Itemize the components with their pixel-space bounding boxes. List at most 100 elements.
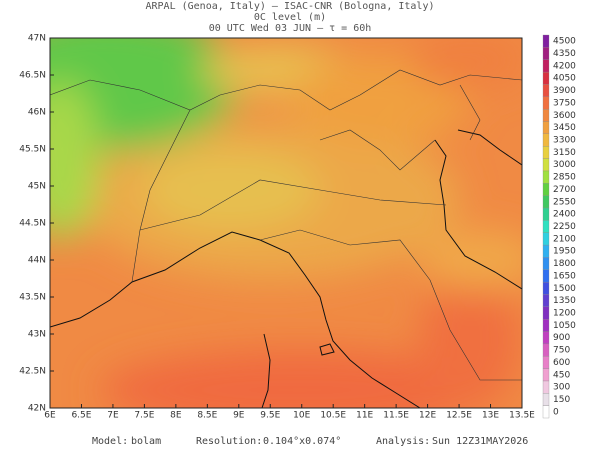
colorbar-label: 150 <box>553 395 570 405</box>
colorbar-label: 2400 <box>553 210 576 220</box>
colorbar-label: 1800 <box>553 259 576 269</box>
colorbar-swatch <box>542 368 550 382</box>
colorbar-label: 1050 <box>553 321 576 331</box>
footer-label: Analysis: <box>376 436 430 447</box>
footer-value: 0.104°x0.074° <box>263 436 341 447</box>
lat-label: 47N <box>28 34 46 44</box>
footer-label: Resolution: <box>196 436 262 447</box>
region-border <box>319 129 436 171</box>
colorbar-label: 3450 <box>553 123 576 133</box>
colorbar-swatch <box>542 393 550 406</box>
colorbar-swatch <box>542 244 550 258</box>
lat-label: 45N <box>28 182 46 192</box>
colorbar-swatch <box>542 232 550 246</box>
lat-label: 44.5N <box>19 219 46 229</box>
colorbar-label: 900 <box>553 333 570 343</box>
colorbar-swatch <box>542 257 550 270</box>
colorbar-swatch <box>542 356 550 369</box>
lon-label: 8E <box>170 411 182 421</box>
colorbar-swatch <box>542 306 550 320</box>
colorbar-swatch <box>542 331 550 345</box>
colorbar-swatch <box>542 133 550 147</box>
colorbar-swatch <box>542 84 550 97</box>
colorbar-label: 1350 <box>553 296 576 306</box>
footer-label: Model: <box>92 436 128 447</box>
lon-label: 7E <box>107 411 119 421</box>
colorbar-swatch <box>542 195 550 209</box>
colorbar-swatch <box>542 343 550 357</box>
colorbar-label: 3750 <box>553 98 576 108</box>
colorbar-swatch <box>542 34 550 48</box>
colorbar-label: 450 <box>553 370 570 380</box>
lon-label: 13E <box>482 411 499 421</box>
colorbar-swatch <box>542 146 550 159</box>
lon-label: 13.5E <box>509 411 535 421</box>
colorbar-swatch <box>542 207 550 221</box>
lat-label: 43N <box>28 330 46 340</box>
axis-labels: 47N 46.5N 46N 45.5N 45N 44.5N 44N 43.5N 43N 42.5N… <box>19 34 535 421</box>
lon-label: 7.5E <box>134 411 154 421</box>
colorbar-label: 3900 <box>553 86 576 96</box>
lon-label: 6.5E <box>71 411 91 421</box>
footer-value: Sun 12Z31MAY2026 <box>432 436 528 447</box>
colorbar-swatch <box>542 405 550 419</box>
colorbar-label: 4500 <box>553 37 576 47</box>
colorbar-label: 1950 <box>553 247 576 257</box>
footer-value: bolam <box>131 436 161 447</box>
colorbar-label: 750 <box>553 346 570 356</box>
colorbar-swatch <box>542 170 550 184</box>
colorbar-label: 4350 <box>553 49 576 59</box>
country-border <box>50 69 522 111</box>
header-line: ARPAL (Genoa, Italy) – ISAC-CNR (Bologna… <box>146 1 435 12</box>
colorbar-swatch <box>542 380 550 394</box>
header-line: 0C level (m) <box>254 12 326 23</box>
lon-label: 12.5E <box>446 411 472 421</box>
colorbar-label: 0 <box>553 407 559 417</box>
colorbar-label: 3000 <box>553 160 576 170</box>
lon-label: 11E <box>356 411 373 421</box>
colorbar-swatch <box>542 59 550 73</box>
colorbar-swatch <box>542 220 550 233</box>
colorbar-swatch <box>542 96 550 110</box>
lon-label: 12E <box>419 411 436 421</box>
colorbar-label: 4200 <box>553 61 576 71</box>
coastline <box>434 139 522 290</box>
colorbar-label: 2550 <box>553 197 576 207</box>
map-field <box>50 38 522 408</box>
lat-label: 46.5N <box>19 71 46 81</box>
lon-label: 6E <box>44 411 56 421</box>
lon-label: 10.5E <box>320 411 346 421</box>
colorbar-label: 3300 <box>553 136 576 146</box>
lon-label: 11.5E <box>383 411 409 421</box>
colorbar-swatch <box>542 47 550 60</box>
colorbar-label: 4050 <box>553 74 576 84</box>
country-border <box>459 84 481 141</box>
lon-label: 9.5E <box>260 411 280 421</box>
lat-label: 45.5N <box>19 145 46 155</box>
colorbar-swatch <box>542 158 550 172</box>
lat-label: 43.5N <box>19 293 46 303</box>
colorbar-swatch <box>542 281 550 295</box>
region-border <box>259 229 522 381</box>
colorbar-swatch <box>542 121 550 134</box>
lat-label: 44N <box>28 256 46 266</box>
colorbar-swatch <box>542 183 550 196</box>
colorbar-swatch <box>542 294 550 307</box>
colorbar-swatch <box>542 319 550 332</box>
colorbar-label: 2700 <box>553 185 576 195</box>
country-border <box>131 109 191 283</box>
colorbar-swatch <box>542 108 550 122</box>
colorbar-label: 1650 <box>553 271 576 281</box>
colorbar-swatch <box>542 71 550 85</box>
coastline <box>457 129 522 166</box>
colorbar-label: 300 <box>553 383 570 393</box>
header-line: 00 UTC Wed 03 JUN – τ = 60h <box>209 23 372 34</box>
colorbar-label: 3150 <box>553 148 576 158</box>
colorbar: 0 150 300 450 600 750 900 1050 1200 1350 1500 1650 1… <box>542 34 576 419</box>
lon-label: 9E <box>233 411 245 421</box>
colorbar-label: 2250 <box>553 222 576 232</box>
colorbar-swatch <box>542 269 550 283</box>
lat-label: 46N <box>28 108 46 118</box>
colorbar-label: 3600 <box>553 111 576 121</box>
